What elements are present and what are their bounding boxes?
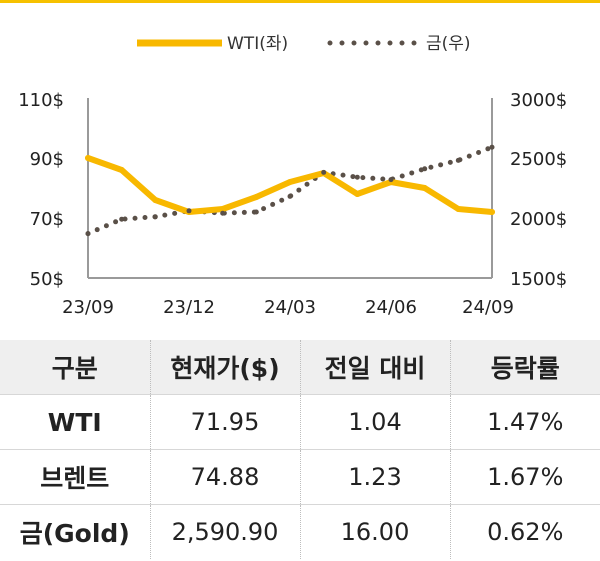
top-accent-line bbox=[0, 0, 600, 3]
left-tick-labels: 110$ 90$ 70$ 50$ bbox=[18, 90, 64, 290]
left-tick-label: 110$ bbox=[18, 90, 64, 111]
x-tick-labels: 23/09 23/12 24/03 24/06 24/09 bbox=[62, 297, 514, 318]
data-point-gold bbox=[186, 208, 192, 214]
cell-current-price: 71.95 bbox=[149, 394, 300, 450]
right-tick-label: 1500$ bbox=[510, 269, 567, 290]
x-tick-label: 24/09 bbox=[462, 297, 514, 318]
chart-axes bbox=[87, 98, 493, 279]
cell-change-rate: 1.67% bbox=[449, 449, 600, 505]
left-tick-label: 50$ bbox=[30, 269, 64, 290]
data-point-gold bbox=[489, 144, 495, 150]
data-point-wti bbox=[421, 185, 428, 191]
data-point-wti bbox=[287, 179, 293, 185]
data-point-gold bbox=[422, 166, 428, 172]
header-change-rate: 등락률 bbox=[449, 340, 600, 395]
left-tick-label: 90$ bbox=[30, 149, 64, 170]
header-change: 전일 대비 bbox=[299, 340, 450, 395]
table-header-row: 구분 현재가($) 전일 대비 등락률 bbox=[0, 340, 600, 395]
data-point-gold bbox=[152, 214, 158, 220]
legend-label-gold: 금(우) bbox=[426, 34, 471, 54]
cell-change-rate: 0.62% bbox=[449, 504, 600, 559]
cell-current-price: 2,590.90 bbox=[149, 504, 300, 559]
series-points bbox=[85, 144, 495, 237]
chart-legend: WTI(좌) 금(우) bbox=[137, 34, 471, 54]
data-point-gold bbox=[253, 209, 259, 215]
right-tick-label: 2500$ bbox=[510, 149, 567, 170]
data-point-gold bbox=[119, 216, 125, 222]
data-point-gold bbox=[354, 174, 360, 180]
cell-change: 1.04 bbox=[299, 394, 450, 450]
header-current-price: 현재가($) bbox=[149, 340, 300, 395]
data-point-gold bbox=[321, 169, 327, 175]
header-category: 구분 bbox=[0, 340, 150, 395]
table-row: 브렌트 74.88 1.23 1.67% bbox=[0, 449, 600, 505]
row-label: 금(Gold) bbox=[19, 519, 130, 548]
data-point-wti bbox=[489, 209, 495, 215]
row-label: 브렌트 bbox=[0, 449, 150, 505]
x-tick-label: 24/06 bbox=[365, 297, 417, 318]
x-tick-label: 23/09 bbox=[62, 297, 114, 318]
cell-change-rate: 1.47% bbox=[449, 394, 600, 450]
data-point-wti bbox=[354, 191, 361, 197]
data-point-gold bbox=[455, 157, 461, 163]
data-point-wti bbox=[118, 167, 125, 173]
data-point-wti bbox=[219, 206, 226, 212]
left-tick-label: 70$ bbox=[30, 209, 64, 230]
cell-change: 1.23 bbox=[299, 449, 450, 505]
data-point-gold bbox=[220, 210, 226, 216]
right-tick-label: 3000$ bbox=[510, 90, 567, 111]
data-point-gold bbox=[287, 193, 293, 199]
legend-label-wti: WTI(좌) bbox=[227, 34, 288, 54]
price-chart: WTI(좌) 금(우) 110$ 90$ 70$ 50$ 3000$ 2500$… bbox=[18, 34, 567, 318]
data-point-wti bbox=[455, 206, 462, 212]
x-tick-label: 23/12 bbox=[163, 297, 215, 318]
table-row: 금(Gold) 2,590.90 16.00 0.62% bbox=[0, 504, 600, 559]
cell-change: 16.00 bbox=[299, 504, 450, 559]
right-tick-label: 2000$ bbox=[510, 209, 567, 230]
data-point-wti bbox=[253, 194, 260, 200]
data-point-wti bbox=[152, 197, 159, 203]
data-point-wti bbox=[85, 155, 91, 161]
data-point-gold bbox=[85, 231, 91, 237]
price-table: 구분 현재가($) 전일 대비 등락률 WTI 71.95 1.04 1.47%… bbox=[0, 340, 600, 559]
data-point-gold bbox=[388, 177, 394, 183]
table-row: WTI 71.95 1.04 1.47% bbox=[0, 394, 600, 450]
x-tick-label: 24/03 bbox=[264, 297, 316, 318]
cell-current-price: 74.88 bbox=[149, 449, 300, 505]
right-tick-labels: 3000$ 2500$ 2000$ 1500$ bbox=[510, 90, 567, 290]
row-label: WTI bbox=[0, 394, 150, 450]
